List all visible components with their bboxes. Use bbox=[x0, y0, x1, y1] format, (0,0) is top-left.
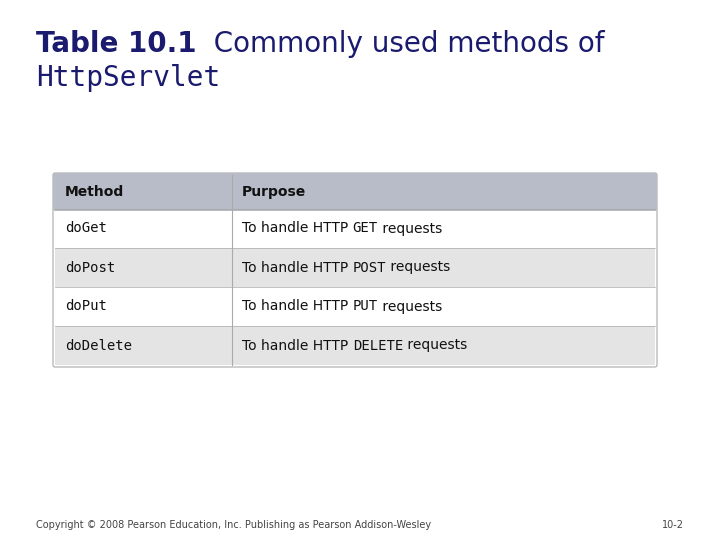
Text: doGet: doGet bbox=[65, 221, 107, 235]
Text: To handle HTTP: To handle HTTP bbox=[242, 260, 353, 274]
Bar bbox=[55, 326, 655, 365]
Text: Commonly used methods of: Commonly used methods of bbox=[197, 30, 605, 58]
Text: Table 10.1: Table 10.1 bbox=[36, 30, 197, 58]
Text: Method: Method bbox=[65, 185, 125, 199]
Text: requests: requests bbox=[378, 300, 442, 314]
Text: Purpose: Purpose bbox=[242, 185, 306, 199]
Text: GET: GET bbox=[353, 221, 378, 235]
Text: HttpServlet: HttpServlet bbox=[36, 64, 220, 92]
Text: doDelete: doDelete bbox=[65, 339, 132, 353]
Text: Copyright © 2008 Pearson Education, Inc. Publishing as Pearson Addison-Wesley: Copyright © 2008 Pearson Education, Inc.… bbox=[36, 520, 431, 530]
Text: To handle HTTP: To handle HTTP bbox=[242, 300, 353, 314]
Text: PUT: PUT bbox=[353, 300, 378, 314]
Text: requests: requests bbox=[386, 260, 451, 274]
Text: requests: requests bbox=[403, 339, 467, 353]
Text: DELETE: DELETE bbox=[353, 339, 403, 353]
FancyBboxPatch shape bbox=[53, 173, 657, 211]
Text: doPut: doPut bbox=[65, 300, 107, 314]
Text: To handle HTTP: To handle HTTP bbox=[242, 221, 353, 235]
Text: 10-2: 10-2 bbox=[662, 520, 684, 530]
Text: doPost: doPost bbox=[65, 260, 115, 274]
Text: POST: POST bbox=[353, 260, 386, 274]
Text: requests: requests bbox=[378, 221, 442, 235]
Text: To handle HTTP: To handle HTTP bbox=[242, 339, 353, 353]
FancyBboxPatch shape bbox=[53, 173, 657, 367]
Bar bbox=[55, 248, 655, 287]
Bar bbox=[55, 205, 655, 209]
